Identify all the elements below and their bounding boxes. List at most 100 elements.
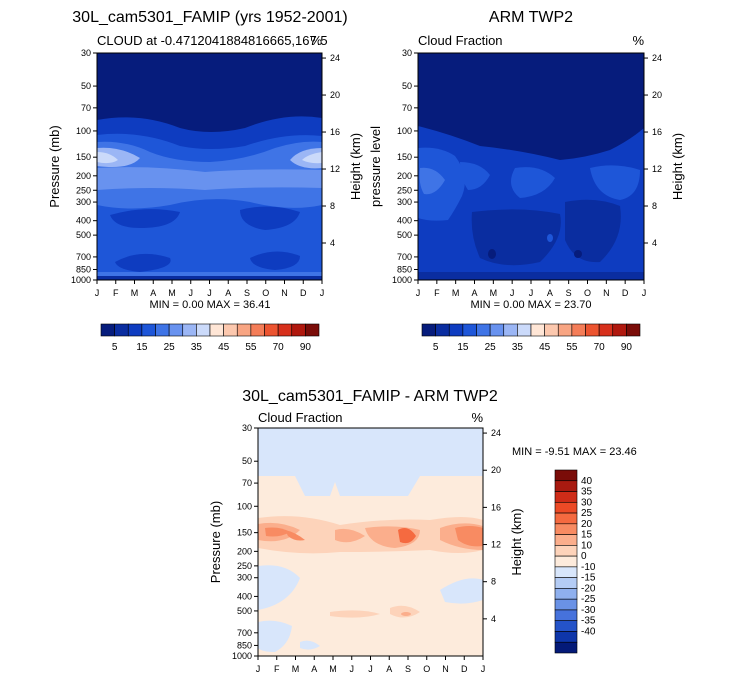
y-right-tick-label: 20 bbox=[652, 90, 662, 100]
colorbar-label: -15 bbox=[581, 573, 596, 584]
y-tick-label: 30 bbox=[81, 48, 91, 58]
panel-3-subtitle: Cloud Fraction bbox=[258, 410, 343, 425]
y-tick-label: 300 bbox=[397, 197, 412, 207]
x-tick-label: A bbox=[547, 288, 553, 298]
x-tick-label: J bbox=[189, 288, 194, 298]
colorbar-swatch bbox=[250, 323, 265, 337]
y-tick-label: 700 bbox=[76, 252, 91, 262]
y-right-axis-label: Height (km) bbox=[509, 508, 524, 575]
y-axis-label: Pressure (mb) bbox=[47, 125, 62, 207]
y-axis-label: Pressure (mb) bbox=[208, 501, 223, 583]
colorbar-swatch bbox=[554, 588, 578, 600]
colorbar-swatch bbox=[626, 323, 641, 337]
x-tick-label: A bbox=[471, 288, 477, 298]
colorbar-label: 25 bbox=[581, 508, 593, 519]
colorbar-swatch bbox=[503, 323, 518, 337]
x-tick-label: N bbox=[281, 288, 288, 298]
x-tick-label: N bbox=[442, 664, 449, 674]
panel-3-axes: J F M A M J J A S O N D J 30 50 70 100 150 200 250 300 400 500… bbox=[208, 423, 524, 674]
panel-2-title: ARM TWP2 bbox=[489, 9, 573, 26]
colorbar-swatch bbox=[209, 323, 224, 337]
y-tick-label: 700 bbox=[237, 628, 252, 638]
y-tick-label: 150 bbox=[397, 152, 412, 162]
colorbar-swatch bbox=[554, 545, 578, 557]
y-right-tick-label: 16 bbox=[491, 502, 501, 512]
y-tick-label: 500 bbox=[237, 606, 252, 616]
x-tick-label: M bbox=[292, 664, 300, 674]
y-tick-label: 300 bbox=[76, 197, 91, 207]
colorbar-swatch bbox=[554, 491, 578, 503]
panel-1-units: % bbox=[310, 33, 322, 48]
colorbar-swatch bbox=[530, 323, 545, 337]
y-tick-label: 50 bbox=[402, 81, 412, 91]
colorbar-swatch bbox=[571, 323, 586, 337]
x-tick-label: J bbox=[529, 288, 534, 298]
y-tick-label: 70 bbox=[242, 478, 252, 488]
colorbar-label: 15 bbox=[136, 342, 148, 353]
colorbar-swatch bbox=[264, 323, 279, 337]
colorbar-swatch bbox=[554, 512, 578, 525]
colorbar-swatch bbox=[489, 323, 505, 337]
colorbar-swatch bbox=[100, 323, 115, 337]
colorbar-swatch bbox=[554, 469, 578, 482]
x-tick-label: O bbox=[584, 288, 591, 298]
y-right-tick-label: 16 bbox=[652, 127, 662, 137]
colorbar-label: 30 bbox=[581, 497, 593, 508]
y-tick-label: 70 bbox=[81, 103, 91, 113]
y-right-axis-label: Height (km) bbox=[348, 133, 363, 200]
colorbar-swatch bbox=[554, 534, 578, 546]
colorbar-swatch bbox=[421, 323, 436, 337]
colorbar-label: -10 bbox=[581, 562, 596, 573]
panel-3-field bbox=[258, 428, 483, 656]
colorbar-swatch bbox=[554, 631, 578, 643]
colorbar-swatch bbox=[291, 323, 306, 337]
colorbar-swatch bbox=[448, 323, 464, 337]
panel-model: 30L_cam5301_FAMIP (yrs 1952-2001) CLOUD … bbox=[47, 9, 363, 298]
colorbar-swatch bbox=[585, 323, 600, 337]
x-tick-label: M bbox=[490, 288, 498, 298]
colorbar-swatch bbox=[168, 323, 184, 337]
y-right-tick-label: 8 bbox=[330, 201, 335, 211]
colorbar-label: 35 bbox=[512, 342, 524, 353]
y-tick-label: 200 bbox=[237, 546, 252, 556]
x-tick-label: J bbox=[481, 664, 486, 674]
colorbar-label: 5 bbox=[112, 342, 118, 353]
panel-2-units: % bbox=[632, 33, 644, 48]
y-axis-label: pressure level bbox=[368, 126, 383, 207]
colorbar-swatch bbox=[554, 566, 578, 578]
panel-1-stats: MIN = 0.00 MAX = 36.41 bbox=[149, 299, 270, 311]
colorbar-swatch bbox=[554, 577, 578, 589]
y-tick-label: 700 bbox=[397, 252, 412, 262]
colorbar-label: -35 bbox=[581, 616, 596, 627]
colorbar-label: 5 bbox=[433, 342, 439, 353]
x-tick-label: F bbox=[274, 664, 280, 674]
colorbar-label: 25 bbox=[164, 342, 176, 353]
y-tick-label: 150 bbox=[76, 152, 91, 162]
y-right-tick-label: 8 bbox=[652, 201, 657, 211]
colorbar-label: 70 bbox=[594, 342, 606, 353]
y-tick-label: 100 bbox=[237, 501, 252, 511]
panel-2-field bbox=[418, 53, 644, 280]
y-right-tick-label: 16 bbox=[330, 127, 340, 137]
panel-2-subtitle: Cloud Fraction bbox=[418, 33, 503, 48]
y-tick-label: 250 bbox=[397, 185, 412, 195]
colorbar-swatch bbox=[305, 323, 320, 337]
colorbar-swatch bbox=[127, 323, 143, 337]
x-tick-label: F bbox=[113, 288, 119, 298]
panel-2-stats: MIN = 0.00 MAX = 23.70 bbox=[470, 299, 591, 311]
x-tick-label: A bbox=[311, 664, 317, 674]
colorbar-swatch bbox=[544, 323, 559, 337]
colorbar-label: 55 bbox=[566, 342, 578, 353]
y-right-tick-label: 24 bbox=[652, 53, 662, 63]
x-tick-label: S bbox=[405, 664, 411, 674]
y-tick-label: 400 bbox=[76, 216, 91, 226]
colorbar-label: 10 bbox=[581, 540, 593, 551]
y-right-tick-label: 20 bbox=[330, 90, 340, 100]
x-tick-label: S bbox=[566, 288, 572, 298]
colorbar-label: 45 bbox=[218, 342, 230, 353]
colorbar-label: 25 bbox=[485, 342, 497, 353]
x-tick-label: J bbox=[642, 288, 647, 298]
panel-1-colorbar: 5 15 25 35 45 55 70 90 bbox=[100, 323, 320, 353]
